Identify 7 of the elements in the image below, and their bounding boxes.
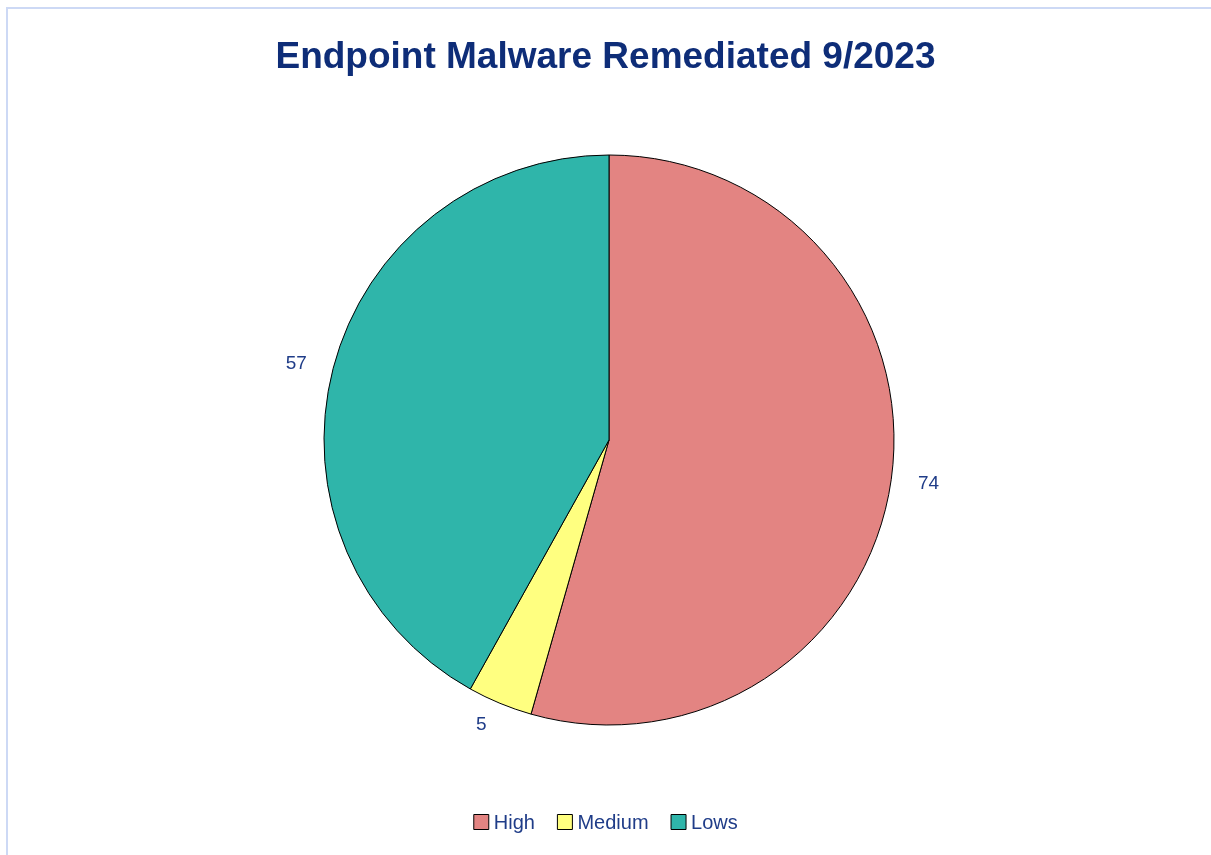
- data-label: 57: [285, 352, 307, 374]
- legend-label: Medium: [577, 811, 649, 833]
- legend-label: High: [493, 811, 535, 833]
- chart-title: Endpoint Malware Remediated 9/2023: [275, 35, 936, 76]
- data-label: 5: [475, 713, 487, 735]
- legend-label: Lows: [691, 811, 738, 833]
- data-label: 74: [918, 471, 940, 493]
